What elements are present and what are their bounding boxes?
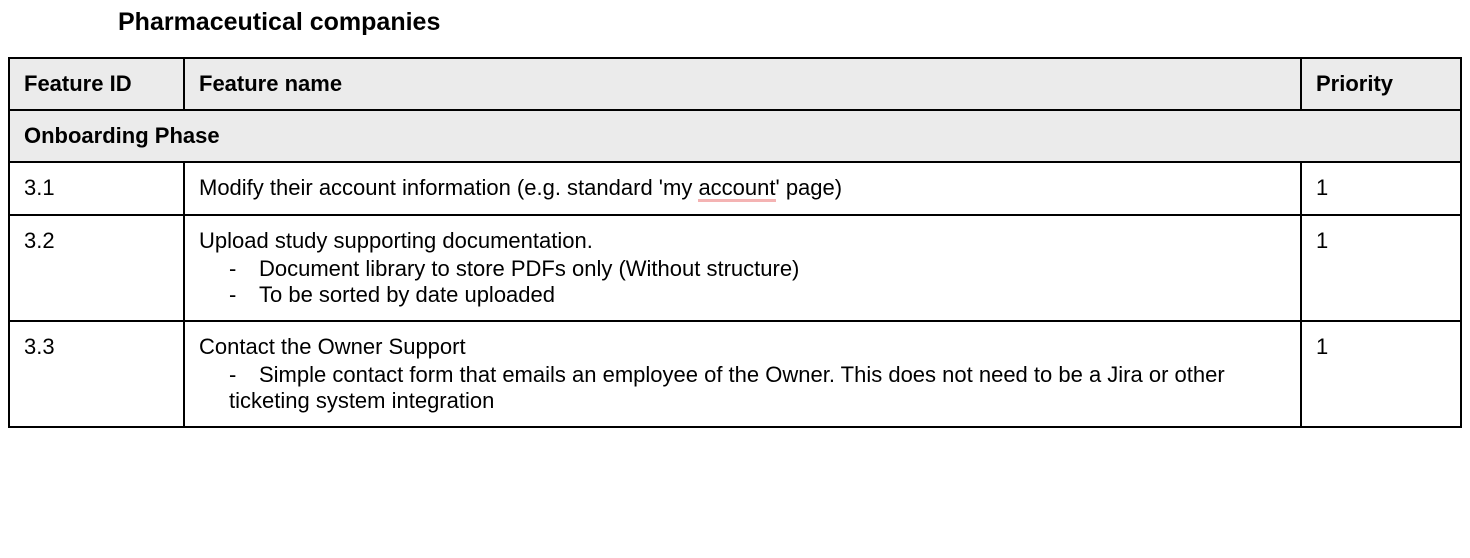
- table-section-row: Onboarding Phase: [9, 110, 1461, 162]
- feature-text-pre: Modify their account information (e.g. s…: [199, 175, 698, 200]
- table-header-row: Feature ID Feature name Priority: [9, 58, 1461, 110]
- cell-feature-id: 3.2: [9, 215, 184, 321]
- feature-text-post: ' page): [776, 175, 843, 200]
- col-header-feature-id: Feature ID: [9, 58, 184, 110]
- cell-priority: 1: [1301, 162, 1461, 215]
- feature-bullets: Simple contact form that emails an emplo…: [199, 362, 1286, 414]
- table-row: 3.3 Contact the Owner Support Simple con…: [9, 321, 1461, 427]
- cell-feature-name: Upload study supporting documentation. D…: [184, 215, 1301, 321]
- col-header-feature-name: Feature name: [184, 58, 1301, 110]
- bullet-item: Simple contact form that emails an emplo…: [229, 362, 1286, 414]
- bullet-item: Document library to store PDFs only (Wit…: [229, 256, 1286, 282]
- table-row: 3.1 Modify their account information (e.…: [9, 162, 1461, 215]
- spellcheck-underline: account: [698, 177, 775, 202]
- cell-feature-name: Contact the Owner Support Simple contact…: [184, 321, 1301, 427]
- feature-table: Feature ID Feature name Priority Onboard…: [8, 57, 1462, 428]
- feature-text-pre: Contact the Owner Support: [199, 334, 1286, 360]
- section-header: Onboarding Phase: [9, 110, 1461, 162]
- page-title: Pharmaceutical companies: [118, 8, 1462, 37]
- bullet-item: To be sorted by date uploaded: [229, 282, 1286, 308]
- table-row: 3.2 Upload study supporting documentatio…: [9, 215, 1461, 321]
- cell-feature-id: 3.3: [9, 321, 184, 427]
- feature-text-pre: Upload study supporting documentation.: [199, 228, 1286, 254]
- col-header-priority: Priority: [1301, 58, 1461, 110]
- feature-bullets: Document library to store PDFs only (Wit…: [199, 256, 1286, 308]
- cell-feature-id: 3.1: [9, 162, 184, 215]
- cell-priority: 1: [1301, 321, 1461, 427]
- cell-feature-name: Modify their account information (e.g. s…: [184, 162, 1301, 215]
- cell-priority: 1: [1301, 215, 1461, 321]
